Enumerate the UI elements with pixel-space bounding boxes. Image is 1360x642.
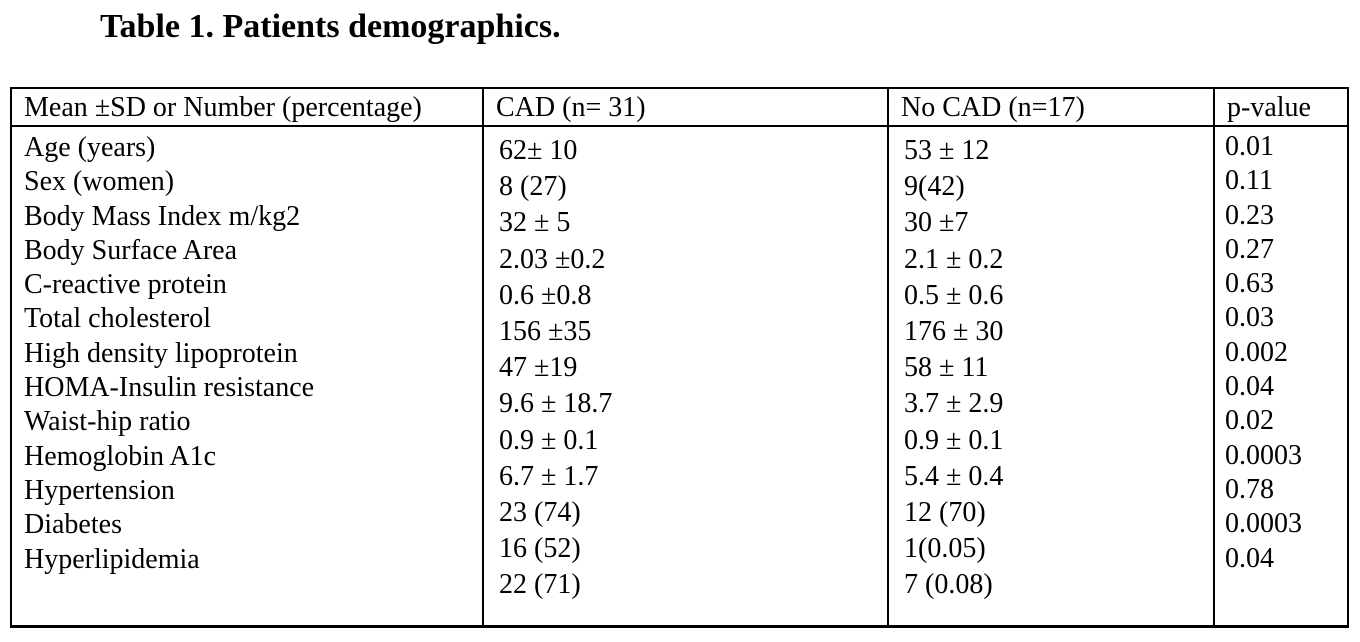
table-caption: Table 1. Patients demographics. [100, 8, 561, 45]
cell-line: 9(42) [904, 171, 965, 203]
cell-line: 3.7 ± 2.9 [904, 388, 1004, 420]
cell-line: 7 (0.08) [904, 569, 993, 601]
cell-line: 47 ±19 [499, 352, 578, 384]
cell-line: HOMA-Insulin resistance [24, 372, 315, 404]
cell-line: Total cholesterol [24, 303, 211, 335]
cell-line: 0.002 [1225, 336, 1288, 368]
cell-line: Waist-hip ratio [24, 406, 191, 438]
cell-line: 0.5 ± 0.6 [904, 279, 1004, 311]
cell-line: Hemoglobin A1c [24, 440, 217, 472]
cell-line: 0.03 [1225, 302, 1274, 334]
cell-line: 0.0003 [1225, 508, 1302, 540]
cell-line: Hyperlipidemia [24, 543, 200, 575]
cell-line: 8 (27) [499, 171, 567, 203]
column-p-values: 0.01 0.11 0.23 0.27 0.63 0.03 0.002 0.04 0.02 0.0… [1215, 127, 1347, 625]
column-header-p-value: p-value [1215, 89, 1347, 127]
cell-line: 9.6 ± 18.7 [499, 388, 613, 420]
cell-line: 2.1 ± 0.2 [904, 243, 1004, 275]
column-measure-labels: Age (years) Sex (women) Body Mass Index m/… [12, 127, 484, 625]
cell-line: 0.27 [1225, 233, 1274, 265]
cell-line: 0.23 [1225, 199, 1274, 231]
cell-line: 156 ±35 [499, 316, 592, 348]
cell-line: 22 (71) [499, 569, 581, 601]
cell-line: 1(0.05) [904, 533, 986, 565]
cell-line: Body Surface Area [24, 234, 238, 266]
cell-line: 32 ± 5 [499, 207, 571, 239]
cell-line: 0.9 ± 0.1 [904, 424, 1004, 456]
cell-line: 0.04 [1225, 542, 1274, 574]
column-header-no-cad: No CAD (n=17) [889, 89, 1215, 127]
cell-line: 53 ± 12 [904, 135, 990, 166]
cell-line: Age (years) [24, 132, 156, 163]
cell-line: C-reactive protein [24, 269, 227, 301]
cell-line: 23 (74) [499, 497, 581, 529]
cell-line: 0.78 [1225, 473, 1274, 505]
column-header-measure: Mean ±SD or Number (percentage) [12, 89, 484, 127]
cell-line: 0.11 [1225, 165, 1273, 197]
cell-line: 0.0003 [1225, 439, 1302, 471]
cell-line: 58 ± 11 [904, 352, 989, 384]
cell-line: Hypertension [24, 474, 175, 506]
column-header-cad: CAD (n= 31) [484, 89, 889, 127]
column-cad-values: 62± 10 8 (27) 32 ± 5 2.03 ±0.2 0.6 ±0.8 156 ±… [484, 127, 889, 625]
cell-line: 16 (52) [499, 533, 581, 565]
demographics-table: Mean ±SD or Number (percentage) CAD (n= … [10, 87, 1349, 628]
cell-line: High density lipoprotein [24, 337, 298, 369]
cell-line: 0.01 [1225, 131, 1274, 162]
cell-line: 176 ± 30 [904, 316, 1004, 348]
cell-line: Body Mass Index m/kg2 [24, 200, 301, 232]
cell-line: 6.7 ± 1.7 [499, 460, 599, 492]
cell-line: 5.4 ± 0.4 [904, 460, 1004, 492]
cell-line: 62± 10 [499, 135, 578, 166]
cell-line: 0.63 [1225, 268, 1274, 300]
cell-line: 0.02 [1225, 405, 1274, 437]
cell-line: Diabetes [24, 509, 122, 541]
column-no-cad-values: 53 ± 12 9(42) 30 ±7 2.1 ± 0.2 0.5 ± 0.6 176 ±… [889, 127, 1215, 625]
cell-line: 0.6 ±0.8 [499, 279, 592, 311]
cell-line: 12 (70) [904, 497, 986, 529]
cell-line: 0.9 ± 0.1 [499, 424, 599, 456]
cell-line: Sex (women) [24, 166, 175, 198]
cell-line: 0.04 [1225, 371, 1274, 403]
cell-line: 2.03 ±0.2 [499, 243, 606, 275]
cell-line: 30 ±7 [904, 207, 969, 239]
